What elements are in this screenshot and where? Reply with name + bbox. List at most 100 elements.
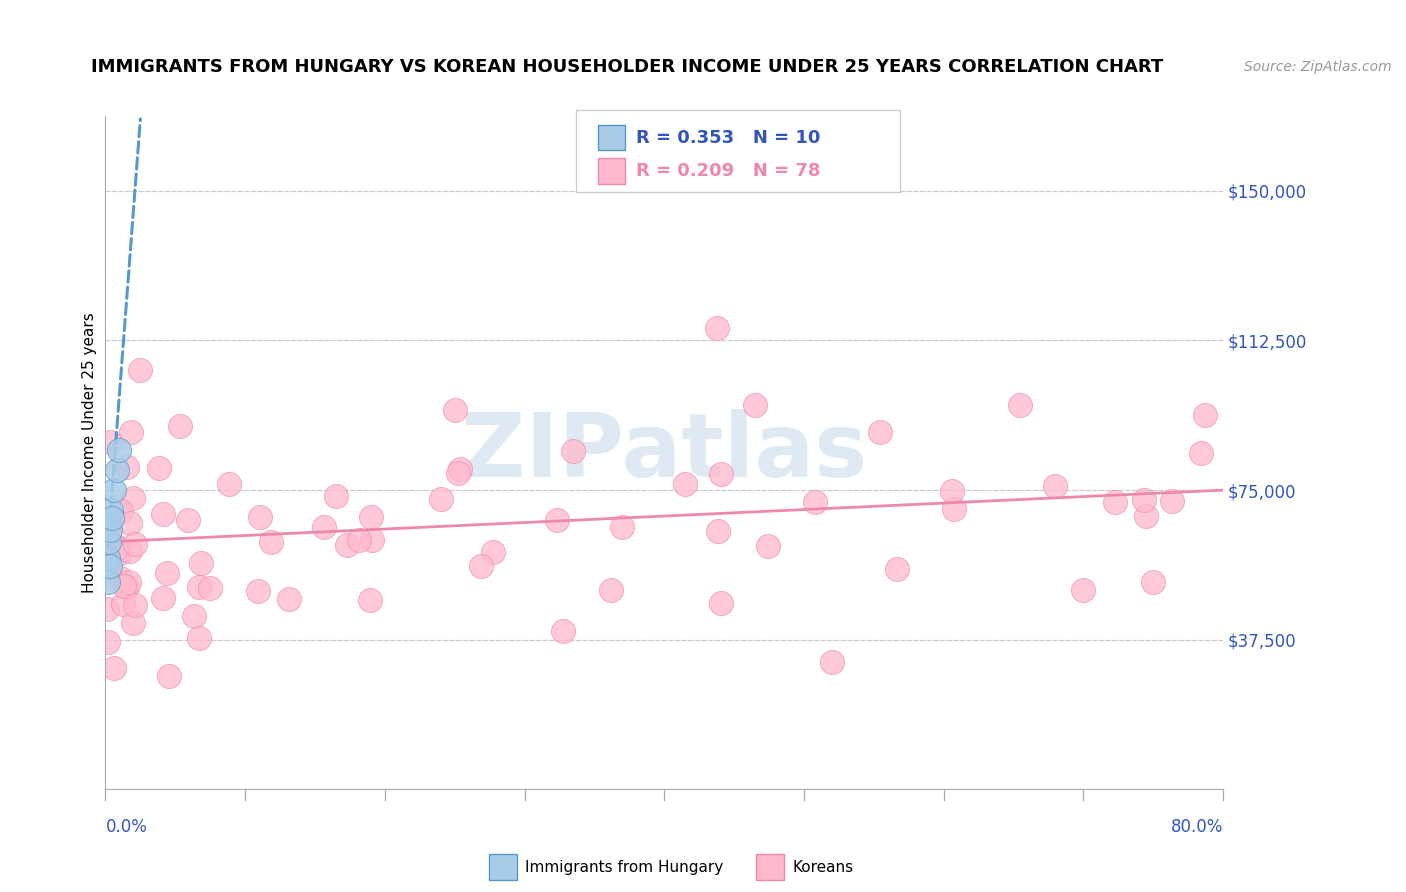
Point: [710, 596, 733, 610]
Point: [152, 507, 174, 521]
Point: [108, 546, 131, 560]
Y-axis label: Householder Income Under 25 years: Householder Income Under 25 years: [82, 312, 97, 593]
Point: [336, 538, 359, 552]
Point: [112, 579, 135, 593]
Point: [1104, 495, 1126, 509]
Point: [1142, 574, 1164, 589]
Text: R = 0.209   N = 78: R = 0.209 N = 78: [637, 162, 821, 180]
Point: [278, 592, 301, 607]
Point: [1189, 446, 1212, 460]
Point: [470, 558, 492, 573]
Point: [430, 492, 453, 507]
Point: [101, 511, 124, 525]
Text: Source: ZipAtlas.com: Source: ZipAtlas.com: [1244, 60, 1392, 74]
Point: [260, 535, 283, 549]
Point: [105, 463, 128, 477]
Point: [122, 615, 145, 630]
Point: [1194, 408, 1216, 422]
Point: [96, 602, 118, 616]
Text: ZIPatlas: ZIPatlas: [461, 409, 868, 496]
Point: [707, 524, 730, 538]
Point: [1135, 509, 1157, 524]
Point: [96, 574, 118, 589]
Text: R = 0.353   N = 10: R = 0.353 N = 10: [637, 128, 821, 146]
Point: [218, 477, 240, 491]
Point: [325, 489, 347, 503]
Point: [599, 583, 621, 598]
Point: [103, 661, 125, 675]
Point: [561, 444, 583, 458]
Point: [347, 533, 370, 547]
Point: [129, 363, 152, 377]
Point: [1010, 398, 1032, 412]
Point: [710, 467, 733, 481]
Point: [187, 580, 209, 594]
Point: [105, 539, 128, 553]
Point: [112, 597, 135, 611]
Point: [100, 503, 122, 517]
Point: [152, 591, 174, 605]
Point: [1160, 494, 1182, 508]
Point: [97, 551, 120, 566]
Text: 80.0%: 80.0%: [1171, 818, 1223, 836]
Point: [744, 398, 766, 412]
Point: [118, 544, 141, 558]
Point: [108, 571, 131, 585]
Point: [98, 520, 121, 534]
Point: [98, 523, 121, 537]
Point: [481, 545, 503, 559]
Point: [117, 574, 139, 589]
Point: [869, 425, 891, 439]
Point: [758, 539, 780, 553]
Point: [120, 425, 142, 440]
Point: [124, 598, 146, 612]
Point: [1133, 492, 1156, 507]
Point: [360, 510, 382, 524]
Point: [98, 558, 121, 573]
Point: [121, 491, 143, 506]
Point: [446, 466, 468, 480]
Point: [249, 510, 271, 524]
Point: [148, 461, 170, 475]
Point: [312, 520, 335, 534]
Point: [183, 608, 205, 623]
Point: [103, 508, 125, 523]
Point: [449, 462, 471, 476]
Point: [157, 668, 180, 682]
Point: [1073, 582, 1095, 597]
Point: [706, 321, 728, 335]
Point: [610, 520, 633, 534]
Point: [169, 419, 191, 434]
Point: [551, 624, 574, 638]
Point: [124, 536, 146, 550]
Text: Koreans: Koreans: [793, 860, 853, 874]
Point: [198, 581, 221, 595]
Point: [941, 484, 963, 499]
Point: [886, 561, 908, 575]
Point: [103, 483, 125, 497]
Point: [98, 434, 121, 449]
Point: [97, 635, 120, 649]
Point: [156, 566, 179, 580]
Point: [110, 504, 132, 518]
Point: [187, 631, 209, 645]
Point: [190, 556, 212, 570]
Point: [943, 501, 966, 516]
Point: [97, 535, 120, 549]
Point: [804, 495, 827, 509]
Point: [115, 580, 138, 594]
Point: [118, 516, 141, 531]
Point: [821, 655, 844, 669]
Text: IMMIGRANTS FROM HUNGARY VS KOREAN HOUSEHOLDER INCOME UNDER 25 YEARS CORRELATION : IMMIGRANTS FROM HUNGARY VS KOREAN HOUSEH…: [91, 58, 1164, 76]
Point: [246, 584, 269, 599]
Point: [105, 541, 128, 556]
Text: Immigrants from Hungary: Immigrants from Hungary: [526, 860, 724, 874]
Point: [97, 516, 120, 530]
Point: [108, 443, 131, 458]
Point: [673, 476, 696, 491]
Point: [546, 513, 568, 527]
Point: [1043, 479, 1066, 493]
Point: [177, 512, 200, 526]
Point: [117, 459, 139, 474]
Text: 0.0%: 0.0%: [105, 818, 148, 836]
